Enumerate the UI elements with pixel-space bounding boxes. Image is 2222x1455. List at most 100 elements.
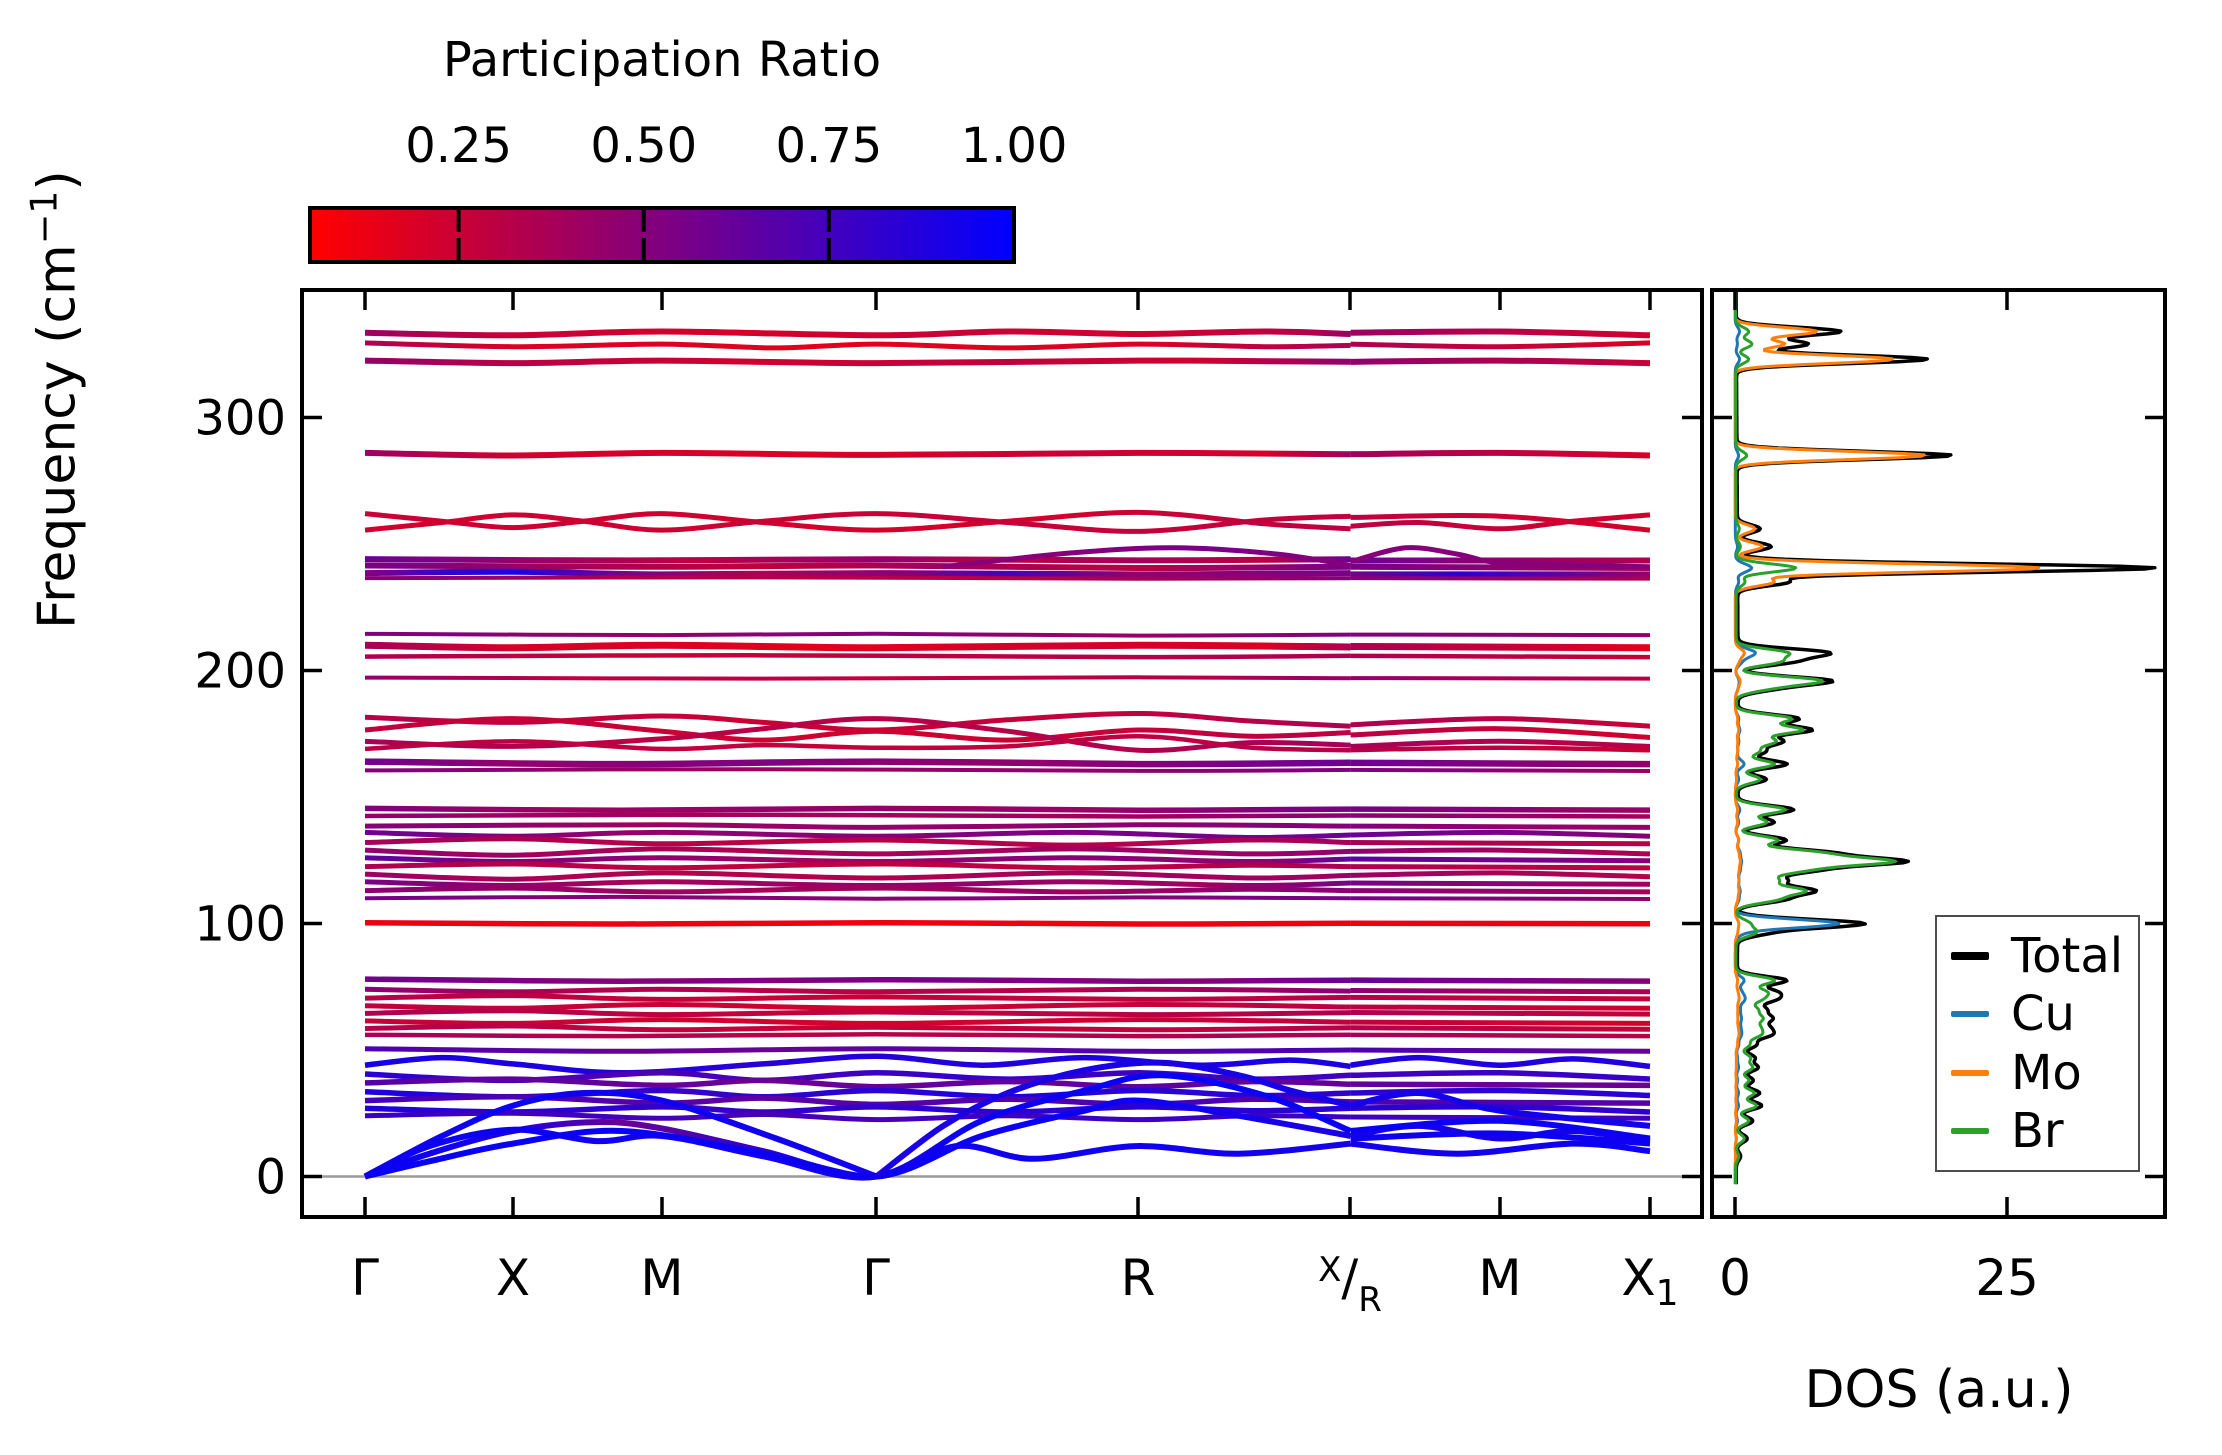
x-tick-label: X (496, 1249, 530, 1307)
phonon-band (364, 767, 1351, 773)
phonon-band (1350, 829, 1651, 839)
phonon-band (364, 846, 1351, 858)
phonon-band (364, 1017, 1351, 1026)
phonon-band (364, 993, 1351, 1002)
dos-x-tick-label: 0 (1719, 1249, 1751, 1307)
phonon-band (364, 511, 1351, 534)
phonon-band (1350, 823, 1651, 830)
x-tick-label-xr: X/R (1318, 1249, 1382, 1320)
legend-item-cu: Cu (1951, 990, 2124, 1038)
phonon-band (364, 575, 1351, 581)
phonon-band (1350, 357, 1651, 367)
phonon-band (1350, 1099, 1651, 1106)
dos-curve-br (1733, 290, 1897, 1185)
x-tick-label: X1 (1621, 1249, 1678, 1314)
phonon-band (1350, 1047, 1651, 1054)
phonon-band (1350, 745, 1651, 753)
phonon-band (1349, 545, 1651, 570)
y-tick-label: 300 (194, 391, 286, 447)
phonon-band (1350, 1117, 1651, 1142)
phonon-band (1350, 716, 1651, 729)
phonon-band (1349, 1089, 1651, 1129)
phonon-band (1350, 806, 1651, 813)
phonon-band (364, 1008, 1351, 1018)
x-tick-label: M (640, 1249, 683, 1307)
phonon-bands-group (363, 328, 1651, 1181)
phonon-band (363, 1072, 1352, 1181)
phonon-band (1350, 1130, 1651, 1147)
phonon-band (942, 545, 1351, 570)
phonon-band (1350, 767, 1651, 773)
phonon-band (1350, 759, 1651, 768)
phonon-band (1350, 977, 1651, 984)
phonon-band (1350, 576, 1651, 581)
dos-x-tick-label: 25 (1975, 1249, 2039, 1307)
phonon-band (1350, 1032, 1651, 1039)
colorbar-ticks (456, 210, 1016, 260)
dos-legend: Total Cu Mo Br (1935, 915, 2140, 1172)
legend-item-mo: Mo (1951, 1049, 2124, 1097)
phonon-band (1350, 738, 1651, 749)
phonon-band (364, 631, 1351, 638)
phonon-band (1350, 1069, 1651, 1082)
phonon-band (1350, 896, 1651, 901)
phonon-band (1350, 1010, 1651, 1017)
phonon-band (364, 1110, 1351, 1123)
legend-item-total: Total (1951, 932, 2124, 980)
phonon-band (364, 894, 1351, 901)
phonon-band (1350, 653, 1651, 660)
phonon-band (364, 653, 1351, 660)
phonon-band (1350, 840, 1651, 847)
phonon-band (1350, 1140, 1651, 1157)
phonon-band (364, 986, 1351, 995)
phonon-band (1350, 1004, 1651, 1011)
dos-panel-frame (1710, 288, 2167, 1219)
phonon-band (364, 641, 1351, 652)
phonon-band (1350, 847, 1651, 857)
phonon-band (364, 509, 1351, 533)
phonon-band (1350, 870, 1651, 880)
phonon-band (1350, 1087, 1651, 1099)
phonon-band (364, 836, 1351, 848)
x-tick-label: M (1478, 1249, 1521, 1307)
y-tick-label: 100 (194, 897, 286, 953)
phonon-band (364, 829, 1351, 841)
phonon-band (364, 879, 1351, 889)
phonon-band (364, 1032, 1351, 1039)
x-tick-label: R (1121, 1249, 1156, 1307)
colorbar-tick-label: 0.75 (775, 118, 883, 174)
phonon-band (1350, 726, 1651, 740)
phonon-band (1350, 864, 1651, 871)
legend-cu-label: Cu (2011, 986, 2075, 1043)
phonon-band (364, 758, 1351, 768)
phonon-band (364, 870, 1351, 882)
colorbar-title: Participation Ratio (442, 32, 882, 88)
phonon-band (364, 449, 1351, 459)
phonon-band (364, 1023, 1351, 1033)
phonon-band (364, 675, 1351, 681)
phonon-band (364, 340, 1351, 351)
phonon-band (1350, 994, 1651, 1002)
y-tick-label: 200 (194, 644, 286, 700)
phonon-band (364, 357, 1351, 367)
phonon-band (1350, 449, 1651, 459)
phonon-band (1350, 1054, 1651, 1070)
legend-cu-line (1951, 1011, 1989, 1018)
phonon-band (1350, 880, 1651, 887)
phonon-band (1350, 512, 1651, 532)
phonon-band (364, 855, 1351, 865)
phonon-band (364, 885, 1351, 895)
phonon-band (1350, 1019, 1651, 1026)
legend-mo-line (1951, 1069, 1989, 1076)
phonon-band (1350, 888, 1651, 895)
legend-br-label: Br (2011, 1102, 2064, 1159)
phonon-band (364, 919, 1351, 927)
dos-axis-label: DOS (a.u.) (1804, 1360, 2074, 1420)
phonon-band (364, 812, 1351, 819)
phonon-band (364, 861, 1351, 871)
x-tick-label: Γ (351, 1249, 379, 1307)
phonon-band (1350, 1081, 1651, 1089)
colorbar-tick-label: 0.50 (590, 118, 698, 174)
phonon-band (874, 1059, 1352, 1179)
